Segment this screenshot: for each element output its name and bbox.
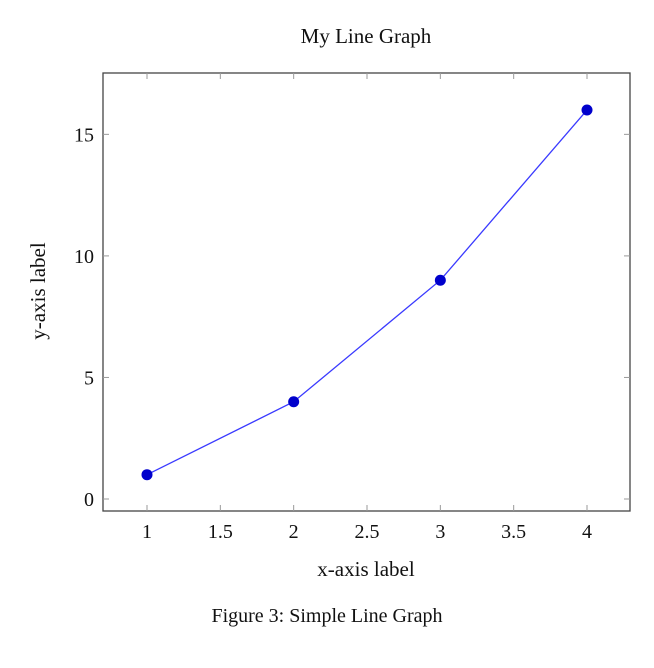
line-chart: My Line Graph 1 1.5 2 2.5 3 3.5 4 0 5 10 15 x-axis…	[26, 24, 631, 581]
figure-caption: Figure 3: Simple Line Graph	[211, 605, 443, 627]
x-tick-label: 3.5	[501, 521, 526, 543]
data-markers	[141, 104, 593, 481]
x-tick-label: 3	[435, 521, 445, 543]
axis-ticks	[103, 73, 630, 511]
data-point-marker	[141, 469, 153, 481]
x-tick-label: 4	[582, 521, 592, 543]
y-tick-label: 0	[84, 489, 94, 511]
data-point-marker	[288, 396, 300, 408]
y-tick-label: 15	[74, 124, 94, 146]
data-point-marker	[434, 274, 446, 286]
x-tick-label: 1	[142, 521, 152, 543]
x-tick-label: 2.5	[355, 521, 380, 543]
y-tick-label: 5	[84, 367, 94, 389]
x-tick-label: 2	[289, 521, 299, 543]
y-axis-label: y-axis label	[26, 242, 50, 340]
chart-title: My Line Graph	[301, 24, 432, 48]
data-line	[146, 109, 588, 476]
tick-labels: 1 1.5 2 2.5 3 3.5 4 0 5 10 15	[74, 124, 592, 543]
plot-area	[102, 72, 631, 512]
x-axis-label: x-axis label	[317, 557, 415, 581]
data-point-marker	[581, 104, 593, 116]
x-tick-label: 1.5	[208, 521, 233, 543]
y-tick-label: 10	[74, 246, 94, 268]
